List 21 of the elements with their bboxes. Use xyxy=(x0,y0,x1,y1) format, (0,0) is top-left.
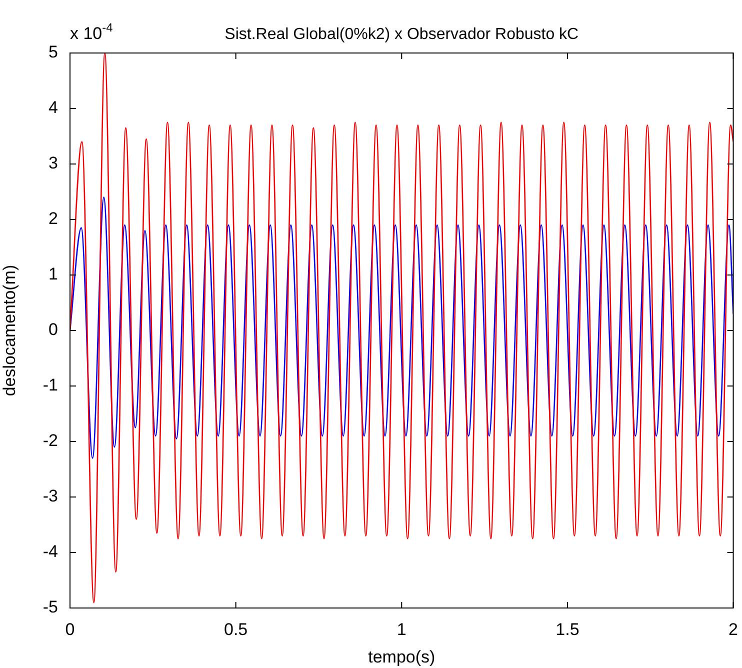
y-tick-label: -3 xyxy=(42,486,58,506)
y-tick-label: -4 xyxy=(42,542,58,562)
line-series xyxy=(70,196,734,459)
y-tick-label: 1 xyxy=(48,264,58,284)
y-tick-label: -1 xyxy=(42,376,58,395)
x-tick-label: 2 xyxy=(728,620,738,639)
y-tick-label: 4 xyxy=(48,98,58,118)
x-tick-label: 0.5 xyxy=(224,620,248,639)
x-tick-label: 1.5 xyxy=(556,620,580,639)
y-axis-title: deslocamento(m) xyxy=(0,264,19,396)
x-tick-label: 0 xyxy=(65,620,75,639)
chart-title: Sist.Real Global(0%k2) x Observador Robusto kC xyxy=(224,26,579,43)
y-tick-label: -2 xyxy=(42,431,58,450)
y-tick-label: 5 xyxy=(48,42,58,62)
line-series xyxy=(70,53,734,604)
y-tick-label: 2 xyxy=(48,209,58,228)
x-axis-title: tempo(s) xyxy=(368,647,436,666)
y-tick-label: 0 xyxy=(48,320,58,340)
y-tick-label: 3 xyxy=(48,154,58,173)
x-tick-label: 1 xyxy=(396,620,406,639)
y-tick-label: -5 xyxy=(42,598,58,617)
